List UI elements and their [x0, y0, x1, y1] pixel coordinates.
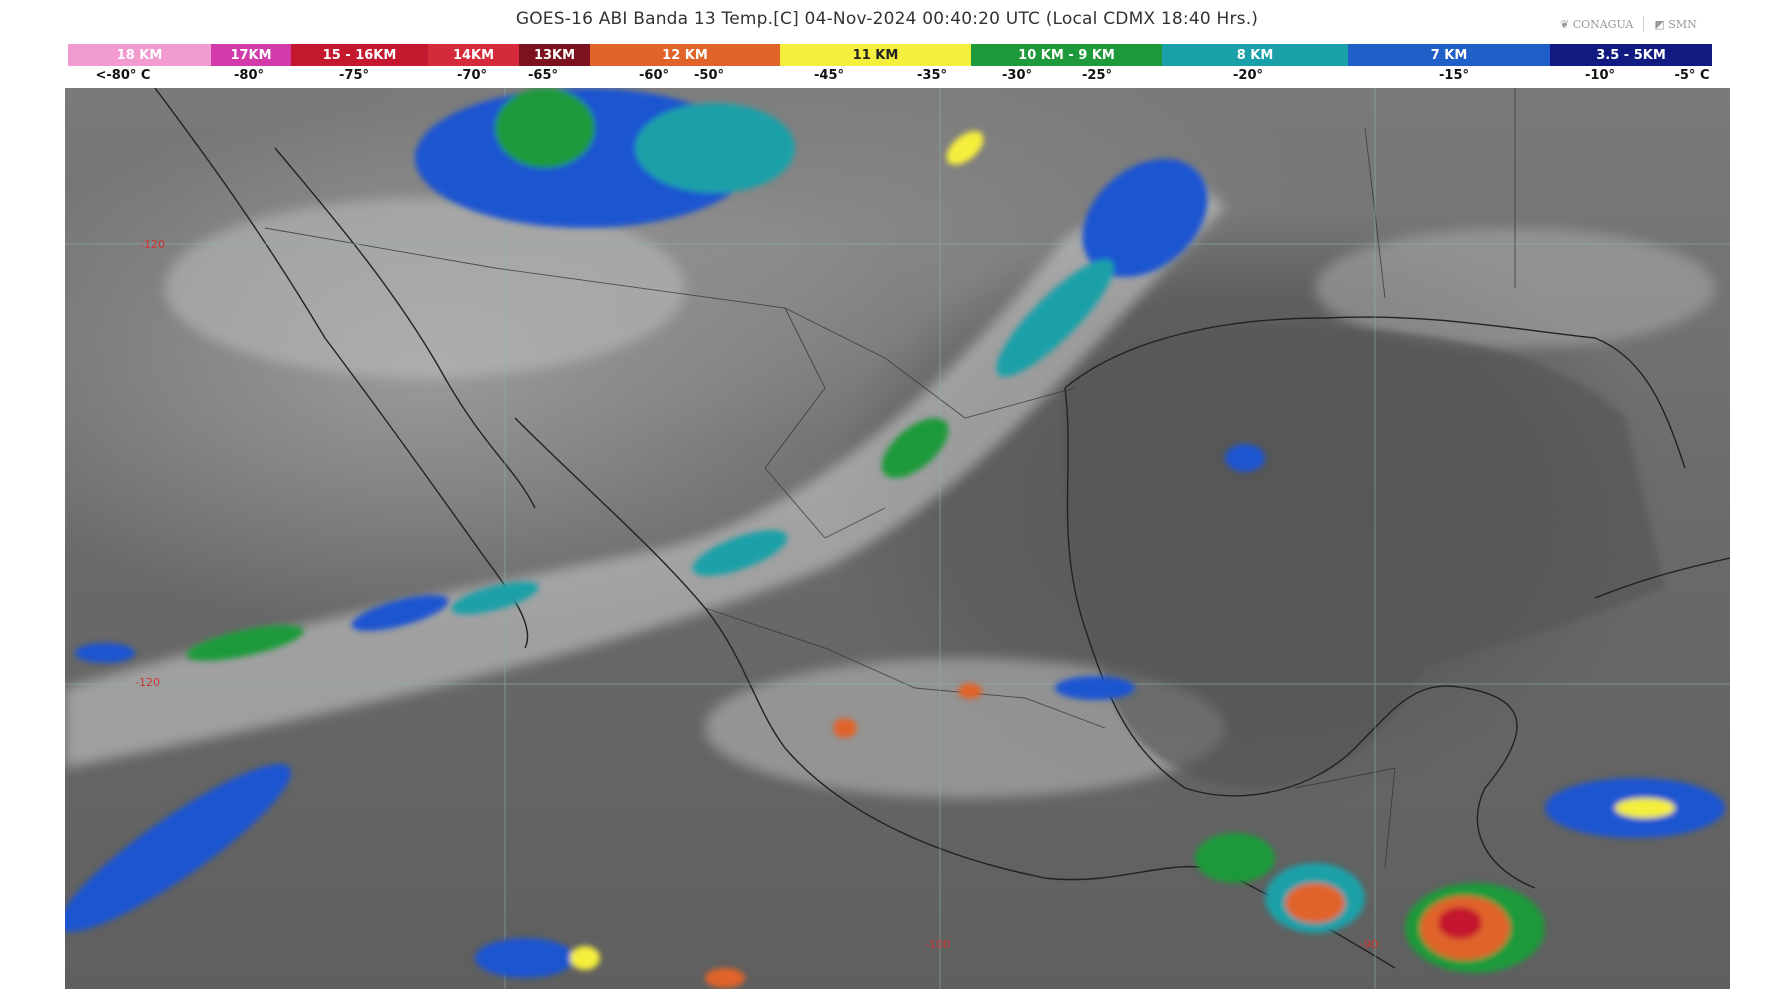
legend-segment: 8 KM	[1162, 44, 1348, 66]
temp-label: -5° C	[1674, 68, 1710, 83]
map-overlay: -120 -120 -110 -100 -90	[65, 88, 1730, 989]
temp-label: -25°	[1082, 68, 1112, 83]
legend-segment: 14KM	[428, 44, 519, 66]
satellite-map: -120 -120 -110 -100 -90	[65, 88, 1730, 989]
graticule	[65, 88, 1730, 989]
temp-label: -75°	[339, 68, 369, 83]
temp-label: -50°	[694, 68, 724, 83]
legend-segment: 12 KM	[590, 44, 780, 66]
temp-label: -30°	[1002, 68, 1032, 83]
legend-segment: 18 KM	[68, 44, 211, 66]
altitude-color-legend: 18 KM 17KM 15 - 16KM 14KM 13KM 12 KM 11 …	[68, 44, 1712, 66]
image-title: GOES-16 ABI Banda 13 Temp.[C] 04-Nov-202…	[515, 9, 1259, 29]
conagua-logo: ❦ CONAGUA	[1560, 17, 1634, 31]
temp-label: -80°	[234, 68, 264, 83]
temp-label: -10°	[1585, 68, 1615, 83]
grid-label: -120	[135, 676, 160, 689]
temp-label: -70°	[457, 68, 487, 83]
smn-logo: ◩ SMN	[1654, 17, 1697, 31]
legend-segment: 17KM	[211, 44, 291, 66]
grid-label: -120	[140, 238, 165, 251]
legend-segment: 3.5 - 5KM	[1550, 44, 1712, 66]
temp-label: -65°	[528, 68, 558, 83]
temp-label: -60°	[639, 68, 669, 83]
legend-segment: 13KM	[519, 44, 590, 66]
grid-label: -100	[925, 938, 950, 951]
logo-divider	[1643, 16, 1645, 32]
legend-segment: 10 KM - 9 KM	[971, 44, 1162, 66]
temp-label: -35°	[917, 68, 947, 83]
temperature-scale: <-80° C -80° -75° -70° -65° -60° -50° -4…	[0, 68, 1774, 86]
gulf-of-mexico	[1062, 325, 1665, 788]
cloud-band	[65, 168, 1715, 798]
agency-logos: ❦ CONAGUA ◩ SMN	[1560, 16, 1697, 32]
legend-segment: 7 KM	[1348, 44, 1550, 66]
grid-label: -90	[1360, 938, 1378, 951]
cloud-tops	[65, 88, 1725, 988]
temp-label: -15°	[1439, 68, 1469, 83]
temp-label: <-80° C	[95, 68, 151, 83]
legend-segment: 11 KM	[780, 44, 971, 66]
temp-label: -20°	[1233, 68, 1263, 83]
temp-label: -45°	[814, 68, 844, 83]
state-borders	[264, 88, 1516, 869]
legend-segment: 15 - 16KM	[291, 44, 428, 66]
